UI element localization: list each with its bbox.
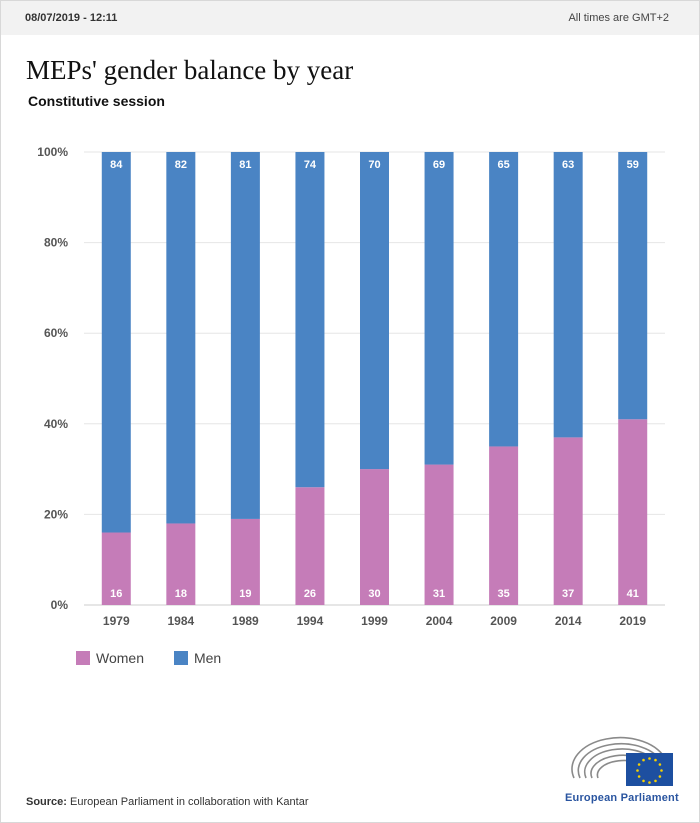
data-label: 69	[433, 159, 445, 171]
timezone-note: All times are GMT+2	[568, 12, 669, 24]
data-label: 18	[175, 588, 187, 600]
source-label: Source:	[26, 796, 67, 808]
stacked-bar-chart: 0% 20% 40% 60% 80% 100% 16 84 1979 18 82 1984 19 81 19…	[37, 145, 665, 628]
data-label: 19	[239, 588, 251, 600]
data-label: 26	[304, 588, 316, 600]
bar-men	[553, 152, 583, 438]
x-tick-label: 1979	[103, 614, 130, 628]
x-tick-label: 1984	[167, 614, 194, 628]
bar-women	[360, 469, 389, 605]
y-tick-label: 60%	[44, 326, 68, 340]
bar-women	[618, 419, 648, 605]
y-tick-label: 20%	[44, 507, 68, 521]
legend-swatch-men	[173, 651, 188, 665]
data-label: 59	[627, 159, 639, 171]
bar-women	[424, 464, 454, 605]
x-tick-label: 1994	[297, 614, 324, 628]
top-bar: 08/07/2019 - 12:11 All times are GMT+2	[1, 1, 699, 35]
legend-swatch-women	[76, 651, 90, 665]
bar-men	[489, 152, 519, 447]
y-tick-label: 80%	[44, 236, 68, 250]
data-label: 63	[562, 159, 574, 171]
y-tick-label: 100%	[37, 145, 68, 159]
data-label: 65	[497, 159, 509, 171]
bar-women	[166, 523, 196, 605]
data-label: 70	[368, 159, 380, 171]
data-label: 82	[175, 159, 187, 171]
data-label: 37	[562, 588, 574, 600]
data-label: 84	[110, 159, 123, 171]
chart-subtitle: Constitutive session	[28, 93, 165, 109]
x-tick-label: 1989	[232, 614, 259, 628]
bar-men	[424, 152, 454, 465]
bar-men	[360, 152, 389, 470]
x-tick-label: 2014	[555, 614, 582, 628]
data-label: 31	[433, 588, 445, 600]
bar-men	[166, 152, 196, 524]
bar-men	[618, 152, 648, 420]
x-tick-label: 2004	[426, 614, 453, 628]
bar-women	[553, 437, 583, 605]
european-parliament-logo-icon	[571, 736, 673, 786]
bar-men	[101, 152, 131, 533]
data-label: 41	[627, 588, 639, 600]
y-tick-label: 40%	[44, 417, 68, 431]
y-tick-label: 0%	[51, 598, 69, 612]
data-label: 81	[239, 159, 251, 171]
bar-women	[295, 487, 325, 605]
data-label: 35	[497, 588, 509, 600]
bar-women	[489, 446, 519, 605]
x-tick-label: 2019	[619, 614, 646, 628]
x-tick-label: 2009	[490, 614, 517, 628]
timestamp: 08/07/2019 - 12:11	[25, 12, 118, 24]
legend-label-women: Women	[96, 650, 144, 666]
source-text: European Parliament in collaboration wit…	[70, 796, 309, 808]
logo-text: European Parliament	[565, 792, 679, 804]
data-label: 30	[368, 588, 380, 600]
legend-label-men: Men	[193, 650, 222, 666]
legend-item-women[interactable]: Women	[76, 650, 144, 666]
x-tick-label: 1999	[361, 614, 388, 628]
source-note: Source: European Parliament in collabora…	[26, 796, 309, 808]
bar-men	[230, 152, 260, 519]
legend-item-men[interactable]: Men	[173, 650, 222, 666]
bar-men	[295, 152, 325, 488]
bar-women	[101, 532, 131, 605]
data-label: 74	[304, 159, 317, 171]
bar-women	[230, 518, 260, 605]
data-label: 16	[110, 588, 122, 600]
chart-title: MEPs' gender balance by year	[26, 55, 354, 85]
legend: Women Men	[76, 650, 221, 666]
